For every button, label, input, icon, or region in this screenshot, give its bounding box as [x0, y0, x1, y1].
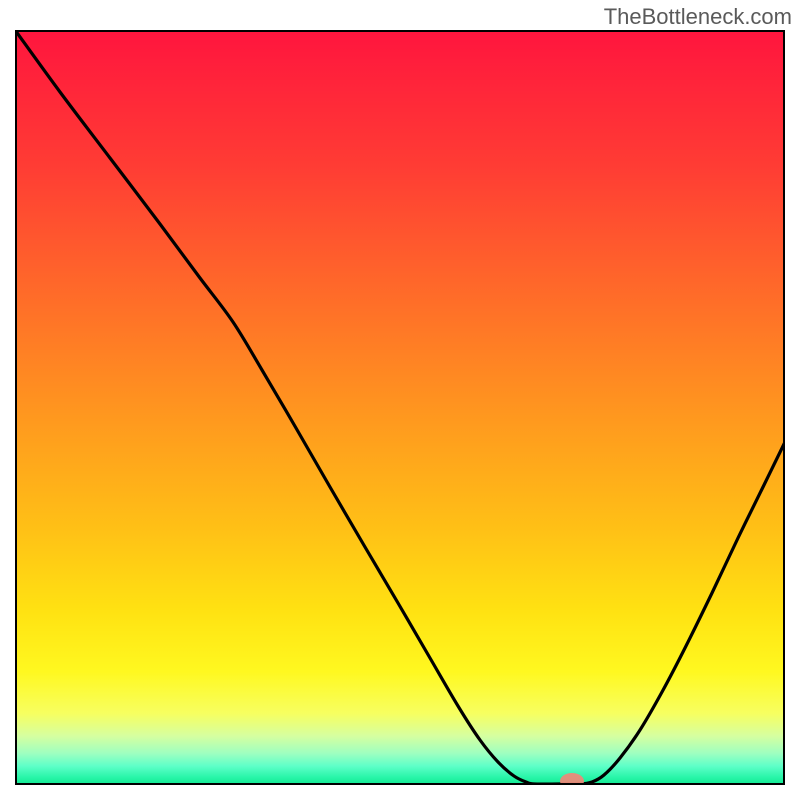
chart-container: TheBottleneck.com: [0, 0, 800, 800]
plot-area: [15, 30, 785, 789]
watermark-text: TheBottleneck.com: [604, 4, 792, 30]
gradient-background: [15, 30, 785, 785]
bottleneck-chart: [0, 0, 800, 800]
optimal-point-marker: [560, 773, 584, 789]
